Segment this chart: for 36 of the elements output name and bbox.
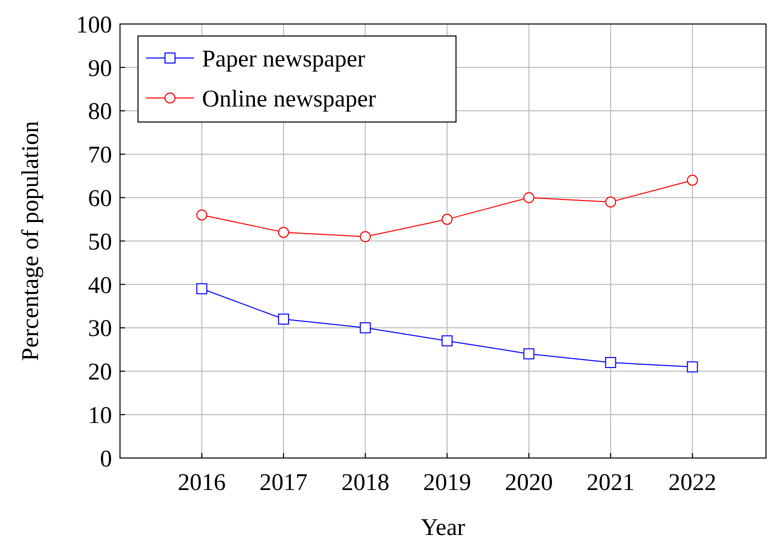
point: [605, 357, 616, 368]
y-tick-label: 60: [88, 186, 112, 212]
point: [442, 214, 453, 225]
y-tick-label: 20: [88, 360, 112, 386]
x-axis-title: Year: [420, 515, 466, 541]
point: [360, 231, 371, 242]
y-tick-label: 10: [88, 403, 112, 429]
y-tick-label: 40: [88, 272, 112, 299]
point: [196, 283, 208, 294]
y-tick-label: 80: [88, 99, 112, 126]
y-tick-label: 90: [88, 56, 112, 82]
y-tick-label: 30: [88, 316, 112, 342]
x-tick-label: 2021: [586, 470, 635, 496]
point: [278, 226, 290, 238]
y-tick-label: 0: [100, 446, 112, 472]
legend-label: Paper newspaper: [202, 46, 366, 72]
x-tick-label: 2016: [178, 470, 226, 496]
y-tick-label: 100: [76, 12, 112, 38]
y-tick-label: 70: [88, 142, 112, 169]
x-tick-label: 2018: [341, 470, 390, 496]
x-tick-label: 2022: [668, 470, 716, 496]
point: [278, 314, 290, 325]
y-axis-title: Percentage of population: [18, 121, 44, 361]
point: [686, 361, 698, 372]
point: [523, 348, 534, 360]
point: [360, 322, 371, 334]
y-tick-label: 50: [88, 229, 112, 256]
point: [442, 335, 453, 346]
point: [605, 196, 616, 208]
point: [196, 209, 208, 220]
x-tick-label: 2020: [504, 470, 553, 496]
point: [523, 192, 534, 204]
legend-label: Online newspaper: [202, 86, 376, 112]
point: [686, 174, 698, 186]
x-tick-label: 2019: [423, 470, 472, 496]
x-tick-label: 2017: [260, 470, 308, 496]
